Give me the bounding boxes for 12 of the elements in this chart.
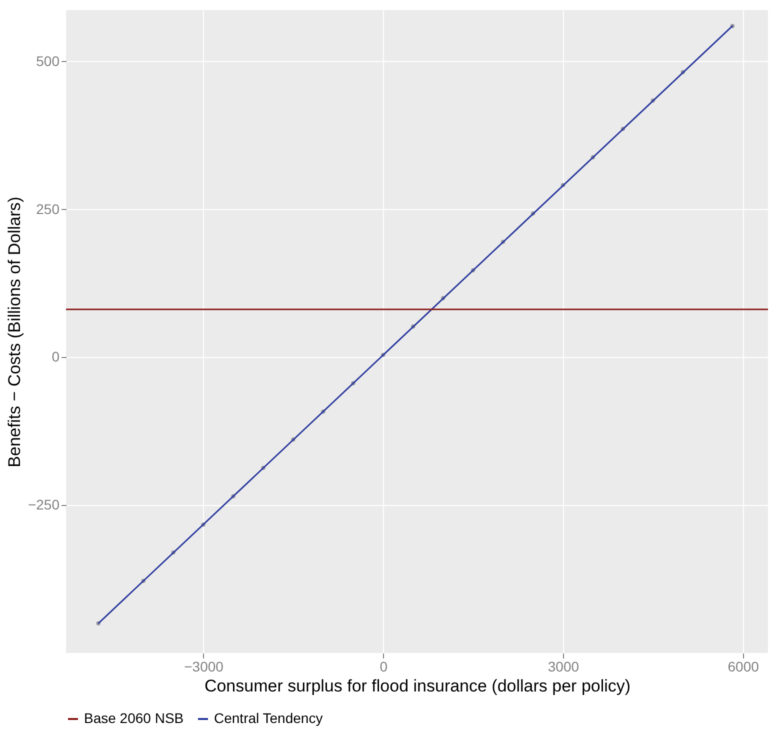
x-tick-label: 3000 bbox=[548, 658, 580, 674]
x-tick-label: 0 bbox=[380, 658, 388, 674]
x-tick-label: 6000 bbox=[728, 658, 760, 674]
y-tick-label: 500 bbox=[36, 52, 60, 69]
x-tick-label: −3000 bbox=[184, 658, 224, 674]
legend-label: Central Tendency bbox=[214, 710, 323, 726]
y-tick-label: 0 bbox=[52, 348, 60, 365]
y-axis-title: Benefits − Costs (Billions of Dollars) bbox=[4, 196, 24, 468]
y-tick-label: −250 bbox=[28, 496, 60, 513]
legend-label: Base 2060 NSB bbox=[84, 710, 184, 726]
y-tick-label: 250 bbox=[36, 200, 60, 217]
x-axis-title: Consumer surplus for flood insurance (dollars per policy) bbox=[204, 676, 631, 696]
